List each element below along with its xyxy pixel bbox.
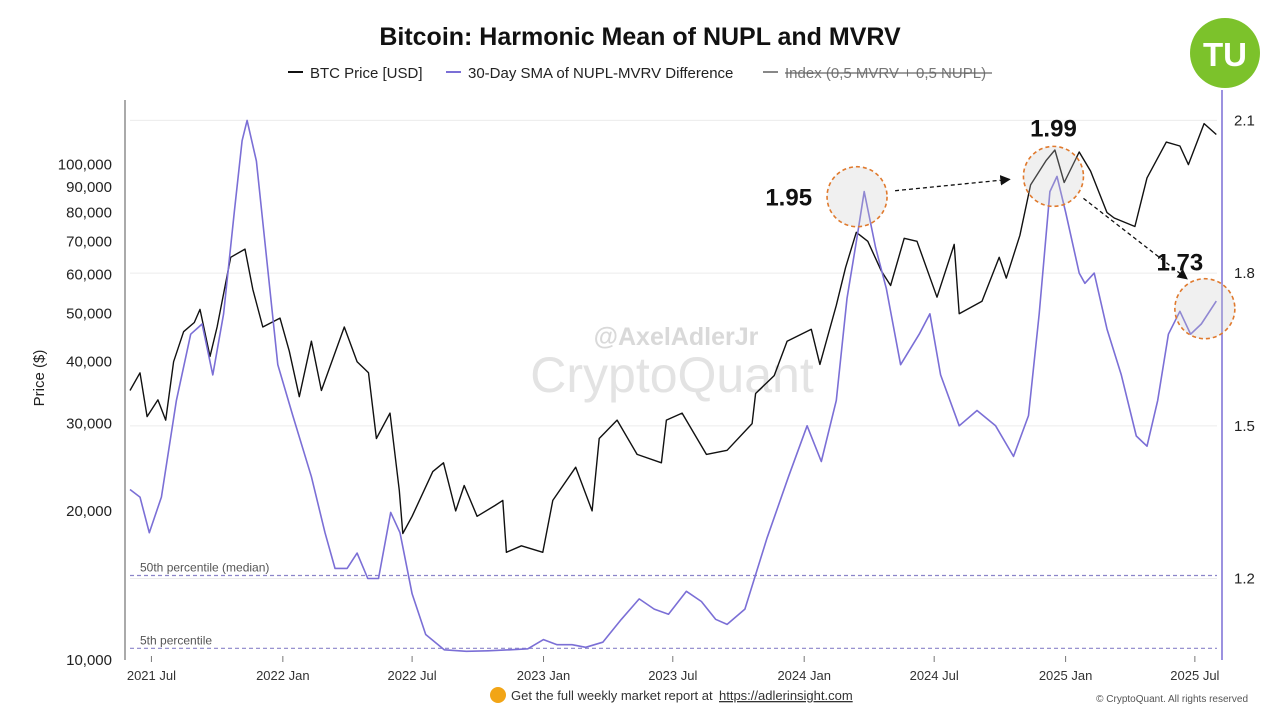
footer: Get the full weekly market report at htt…	[490, 687, 1248, 705]
annotation-label: 1.95	[765, 185, 812, 212]
y-tick-label: 70,000	[66, 233, 112, 250]
y-tick-label: 40,000	[66, 354, 112, 371]
gridlines	[130, 119, 1217, 580]
x-tick-label: 2023 Jul	[648, 668, 697, 683]
percentile-label: 50th percentile (median)	[140, 560, 269, 574]
y-tick-label: 50,000	[66, 306, 112, 323]
axes	[124, 90, 1223, 660]
y-tick-label: 10,000	[66, 652, 112, 669]
x-tick-label: 2022 Jul	[388, 668, 437, 683]
legend-label-price: BTC Price [USD]	[310, 65, 423, 82]
y-axis-label: Price ($)	[31, 350, 48, 407]
footer-text: Get the full weekly market report at	[511, 688, 713, 703]
y-tick-label: 90,000	[66, 179, 112, 196]
y-tick-label: 60,000	[66, 266, 112, 283]
series-line-sma	[129, 119, 1217, 653]
x-tick-label: 2022 Jan	[256, 668, 310, 683]
annotation-arrow	[894, 175, 1011, 192]
y-tick-label: 80,000	[66, 205, 112, 222]
legend-item-sma[interactable]: 30-Day SMA of NUPL-MVRV Difference	[446, 65, 733, 82]
legend-label-sma: 30-Day SMA of NUPL-MVRV Difference	[468, 65, 733, 82]
x-tick-label: 2024 Jul	[910, 668, 959, 683]
y-tick-label: 30,000	[66, 416, 112, 433]
y-axis-ticks: 10,000 20,000 30,000 40,000 50,000 60,000 70,0…	[58, 157, 112, 669]
report-icon	[490, 687, 506, 703]
x-axis-ticks: 2021 Jul 2022 Jan 2022 Jul 2023 Jan 2023 Jul…	[127, 656, 1220, 683]
x-tick-label: 2024 Jan	[777, 668, 831, 683]
watermark-handle: @AxelAdlerJr	[594, 323, 759, 351]
x-tick-label: 2021 Jul	[127, 668, 176, 683]
y-tick-label: 100,000	[58, 157, 112, 174]
legend-item-price[interactable]: BTC Price [USD]	[288, 65, 423, 82]
y2-axis-ticks: 1.2 1.5 1.8 2.1	[1234, 112, 1255, 587]
annotation-label: 1.99	[1030, 115, 1077, 142]
watermark-brand: CryptoQuant	[530, 347, 814, 403]
series-line-price	[129, 122, 1217, 553]
y2-tick-label: 2.1	[1234, 112, 1255, 129]
y2-tick-label: 1.5	[1234, 418, 1255, 435]
annotation-circle	[1174, 277, 1236, 340]
footer-link[interactable]: https://adlerinsight.com	[719, 688, 853, 703]
watermark: @AxelAdlerJr CryptoQuant	[530, 323, 814, 403]
y-tick-label: 20,000	[66, 503, 112, 520]
logo-badge	[1190, 18, 1260, 88]
series-layer	[129, 119, 1217, 653]
x-tick-label: 2025 Jul	[1170, 668, 1219, 683]
copyright: © CryptoQuant. All rights reserved	[1096, 694, 1248, 705]
percentile-label: 5th percentile	[140, 633, 212, 647]
logo-text: TU	[1203, 36, 1247, 73]
legend-item-index[interactable]: Index (0,5 MVRV + 0,5 NUPL)	[763, 65, 992, 82]
annotations: 1.951.991.73	[765, 115, 1236, 340]
x-tick-label: 2023 Jan	[517, 668, 571, 683]
logo: TU	[1190, 18, 1260, 88]
annotation-arrow	[1083, 197, 1188, 280]
x-tick-label: 2025 Jan	[1039, 668, 1093, 683]
y2-tick-label: 1.8	[1234, 265, 1255, 282]
chart-title: Bitcoin: Harmonic Mean of NUPL and MVRV	[379, 23, 901, 51]
y2-tick-label: 1.2	[1234, 571, 1255, 588]
annotation-circle	[826, 165, 888, 228]
annotation-circle	[1022, 145, 1085, 208]
percentile-lines: 50th percentile (median) 5th percentile	[130, 560, 1217, 649]
legend: BTC Price [USD] 30-Day SMA of NUPL-MVRV …	[288, 65, 992, 82]
